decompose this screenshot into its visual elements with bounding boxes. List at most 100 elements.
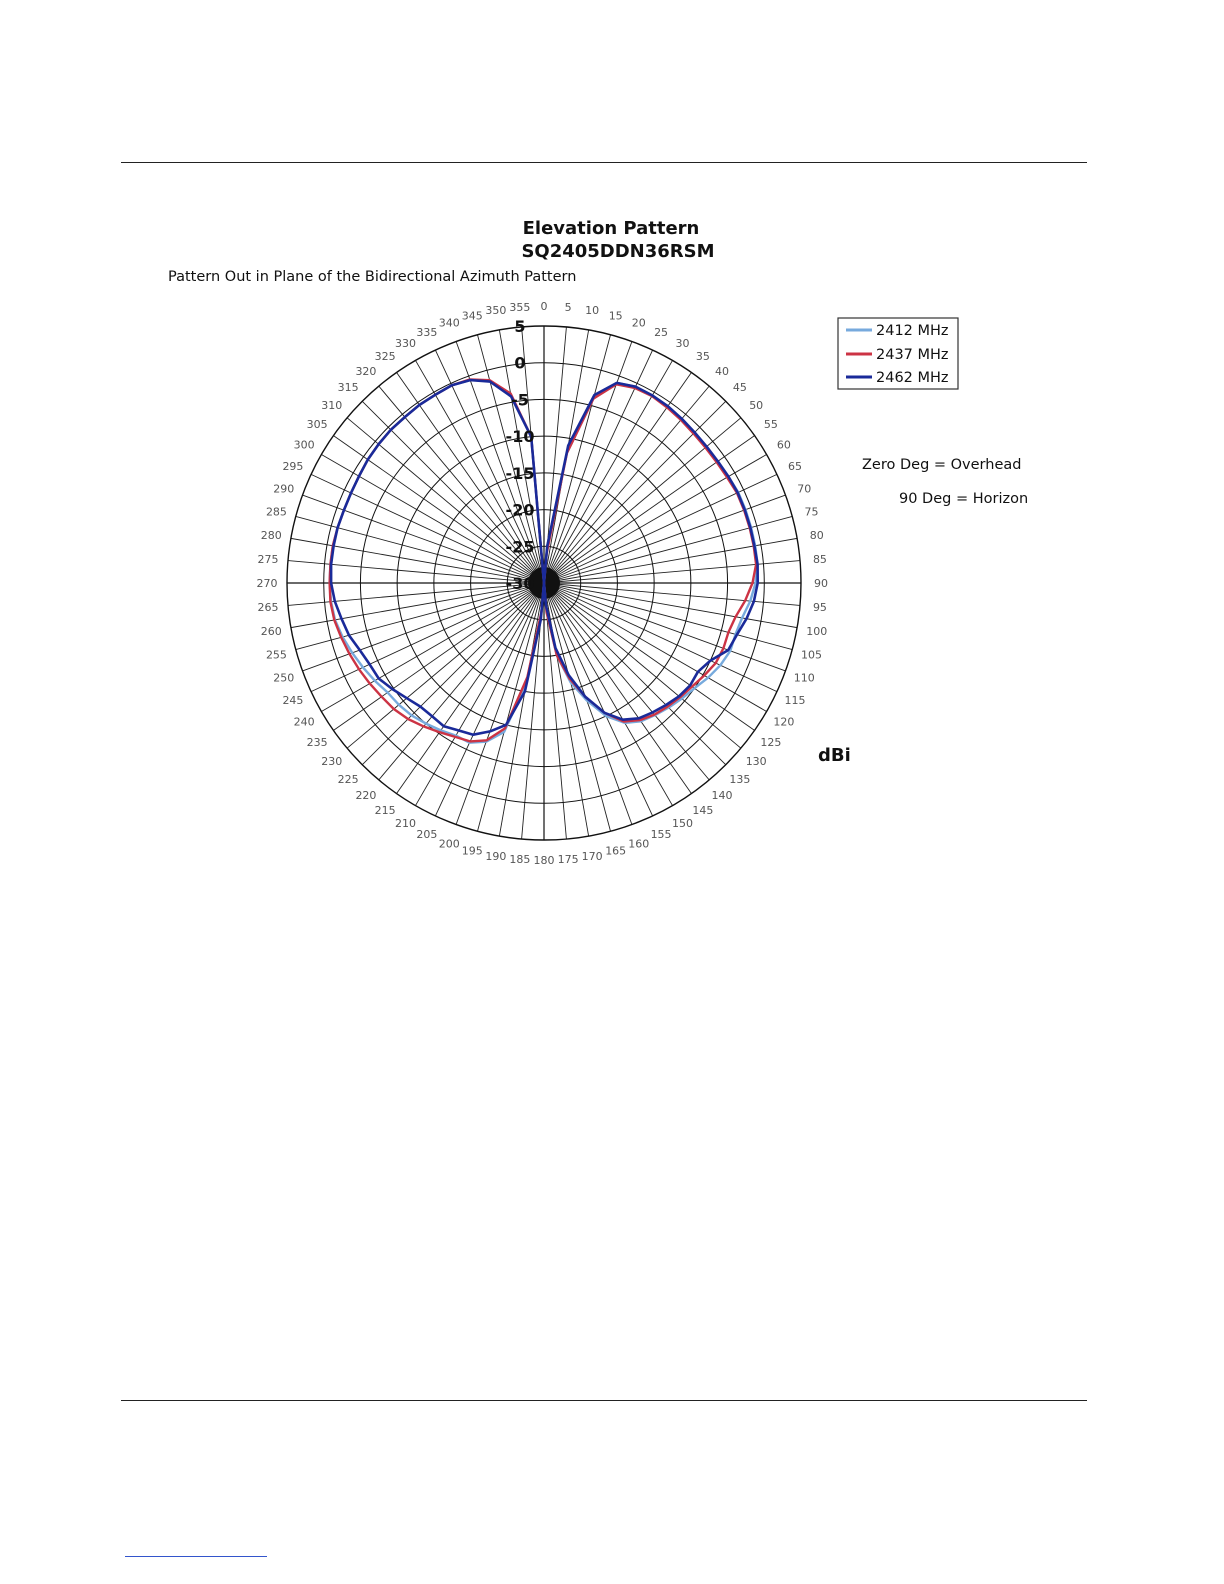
angle-label: 220 (355, 789, 376, 802)
angle-label: 260 (261, 625, 282, 638)
angle-label: 200 (439, 837, 460, 850)
legend-label-2412: 2412 MHz (876, 323, 949, 339)
angle-label: 345 (462, 309, 483, 322)
radial-tick-label: -15 (506, 464, 535, 483)
series-layer (328, 378, 759, 744)
grid-spoke (310, 473, 545, 584)
radial-tick-label: -25 (506, 537, 535, 556)
angle-label: 245 (282, 694, 303, 707)
grid-spoke (543, 582, 633, 825)
radial-tick-labels: 5 0 -5 -10 -15 -20 -25 -30 (506, 317, 535, 593)
angle-label: 115 (785, 694, 806, 707)
angle-label: 60 (777, 439, 791, 452)
grid-spoke (434, 582, 545, 817)
angle-label: 75 (805, 505, 819, 518)
grid-ring (396, 435, 692, 731)
grid-spoke (321, 582, 545, 712)
angle-label: 55 (764, 418, 778, 431)
grid-spoke (455, 341, 545, 584)
angle-label: 15 (609, 309, 623, 322)
angle-label: 265 (258, 601, 279, 614)
grid-spoke (361, 582, 545, 766)
angle-label: 180 (534, 854, 555, 867)
angle-label: 80 (810, 529, 824, 542)
grid-spoke (543, 341, 633, 584)
polar-grid (286, 325, 802, 841)
footer-link-underline (125, 1556, 267, 1557)
angle-label: 165 (605, 845, 626, 858)
radial-tick-label: -20 (506, 501, 535, 520)
grid-spoke (333, 582, 545, 731)
angle-label: 120 (773, 716, 794, 729)
grid-spoke (543, 582, 755, 731)
grid-spoke (302, 582, 545, 672)
legend: 2412 MHz 2437 MHz 2462 MHz (837, 317, 959, 390)
series-line-2462-mhz (329, 378, 759, 736)
angle-label: 305 (307, 418, 328, 431)
grid-spoke (543, 582, 793, 650)
grid-spoke (543, 360, 673, 584)
top-rule (121, 162, 1087, 163)
angle-label: 45 (733, 381, 747, 394)
note-90-deg: 90 Deg = Horizon (899, 491, 1028, 507)
angle-label: 90 (814, 577, 828, 590)
angle-label: 30 (676, 337, 690, 350)
angle-label: 290 (273, 482, 294, 495)
angle-label: 5 (565, 301, 572, 314)
grid-spoke (434, 349, 545, 584)
angle-label: 295 (282, 460, 303, 473)
grid-spoke (295, 582, 545, 650)
radial-tick-label: -5 (511, 390, 529, 409)
radial-tick-label: 0 (514, 354, 525, 373)
angle-label: 0 (541, 300, 548, 313)
angle-label: 255 (266, 649, 287, 662)
grid-spoke (543, 582, 710, 781)
angle-label: 210 (395, 817, 416, 830)
grid-spoke (543, 582, 611, 832)
angle-label: 355 (509, 301, 530, 314)
angle-label: 160 (628, 837, 649, 850)
grid-spoke (498, 582, 545, 837)
chart-caption: Pattern Out in Plane of the Bidirectiona… (168, 269, 576, 285)
radial-tick-label: 5 (514, 317, 525, 336)
angle-label: 40 (715, 365, 729, 378)
angle-label: 110 (794, 672, 815, 685)
grid-ring (286, 325, 802, 841)
grid-spoke (543, 582, 767, 712)
grid-spoke (543, 582, 798, 629)
angle-label: 275 (258, 553, 279, 566)
legend-label-2437: 2437 MHz (876, 347, 949, 363)
angle-label: 350 (485, 304, 506, 317)
angle-label: 10 (585, 304, 599, 317)
grid-spoke (543, 582, 742, 749)
angle-label: 310 (321, 399, 342, 412)
grid-spoke (346, 582, 545, 749)
unit-label: dBi (818, 745, 851, 766)
grid-ring (359, 398, 729, 768)
grid-spoke (543, 582, 801, 606)
angle-label: 95 (813, 601, 827, 614)
angle-label: 175 (558, 853, 579, 866)
grid-spoke (346, 417, 545, 584)
grid-spoke (543, 582, 654, 817)
grid-ring (323, 362, 765, 804)
angle-label: 315 (338, 381, 359, 394)
angle-label: 130 (746, 755, 767, 768)
angle-label: 105 (801, 649, 822, 662)
grid-ring (470, 509, 618, 657)
angle-labels: 0 5 10 152025303540455055606570758085909510… (257, 300, 829, 867)
angle-label: 250 (273, 672, 294, 685)
angle-label: 70 (797, 482, 811, 495)
legend-label-2462: 2462 MHz (876, 370, 949, 386)
grid-spoke (543, 582, 727, 766)
angle-label: 300 (294, 439, 315, 452)
grid-spoke (378, 582, 545, 781)
angle-label: 225 (338, 773, 359, 786)
grid-spoke (543, 560, 801, 584)
angle-label: 85 (813, 553, 827, 566)
chart-subtitle: SQ2405DDN36RSM (521, 241, 714, 262)
grid-spoke (415, 582, 545, 806)
angle-label: 50 (749, 399, 763, 412)
angle-label: 270 (257, 577, 278, 590)
